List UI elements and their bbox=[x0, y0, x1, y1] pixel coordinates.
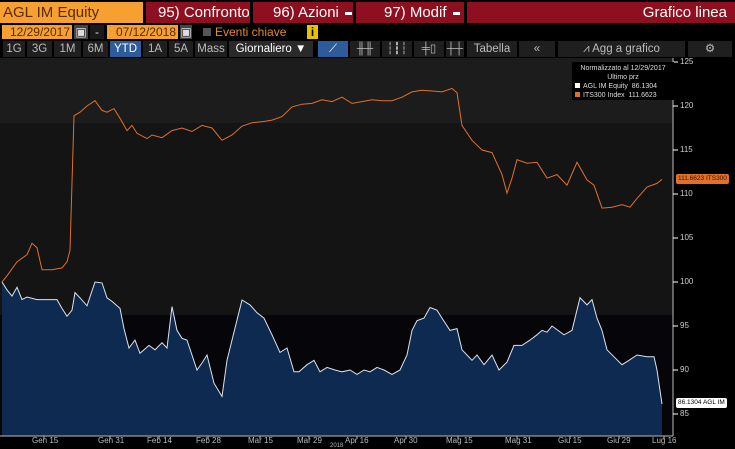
chart-type-title: Grafico linea bbox=[467, 2, 735, 23]
y-tick-label: 105 bbox=[680, 233, 694, 242]
band-top bbox=[0, 58, 673, 123]
agl-line bbox=[1, 281, 663, 405]
y-tick-label: 110 bbox=[680, 189, 693, 198]
y-tick-label: 95 bbox=[680, 321, 689, 330]
ohlc-icon[interactable]: ╪▯ bbox=[414, 41, 444, 57]
agl-area-fill bbox=[2, 282, 662, 436]
y-tick-label: 85 bbox=[680, 409, 689, 418]
line-chart-icon[interactable]: ⟋ bbox=[318, 41, 348, 57]
table-button[interactable]: Tabella bbox=[467, 41, 517, 57]
x-tick-label: Mag 15 bbox=[446, 436, 473, 445]
range-6m[interactable]: 6M bbox=[83, 41, 108, 57]
events-label: Eventi chiave bbox=[215, 25, 287, 39]
compare-button[interactable]: 95) Confronto bbox=[146, 2, 250, 23]
modify-menu[interactable]: 97) Modif bbox=[356, 2, 464, 23]
legend-subtitle: Ultimo prz bbox=[607, 74, 639, 81]
y-tick-label: 100 bbox=[680, 277, 694, 286]
hlc-icon[interactable]: ┼┼ bbox=[446, 41, 464, 57]
date-separator: - bbox=[90, 25, 104, 39]
add-to-chart-button[interactable]: ⩘ Agg a grafico bbox=[558, 41, 685, 57]
y-tick-label: 120 bbox=[680, 101, 694, 110]
legend-item-agl: AGL IM Equity 86.1304 bbox=[575, 82, 671, 91]
candlestick-icon[interactable]: ╫╫ bbox=[350, 41, 380, 57]
year-label: 2018 bbox=[330, 443, 344, 449]
start-date-input[interactable]: 12/29/2017 bbox=[2, 25, 72, 39]
x-tick-label: Mar 15 bbox=[248, 436, 273, 445]
x-tick-label: Giu 15 bbox=[558, 436, 582, 445]
events-checkbox[interactable] bbox=[203, 28, 211, 36]
chart-area[interactable] bbox=[0, 58, 735, 449]
frequency-select[interactable]: Giornaliero ▼ bbox=[229, 41, 313, 57]
x-tick-label: Feb 14 bbox=[147, 436, 172, 445]
chevron-down-icon bbox=[452, 11, 460, 15]
settings-icon[interactable]: ⚙ bbox=[688, 41, 732, 57]
range-1g[interactable]: 1G bbox=[3, 41, 25, 57]
chevron-down-icon bbox=[344, 11, 352, 15]
range-3g[interactable]: 3G bbox=[27, 41, 52, 57]
band-mid bbox=[0, 123, 673, 315]
range-1m[interactable]: 1M bbox=[54, 41, 81, 57]
modify-label: 97) Modif bbox=[384, 4, 447, 21]
orange-swatch-icon bbox=[575, 92, 580, 97]
y-tick-label: 90 bbox=[680, 365, 689, 374]
x-tick-label: Feb 28 bbox=[196, 436, 221, 445]
actions-menu[interactable]: 96) Azioni bbox=[253, 2, 353, 23]
its300-line bbox=[1, 87, 663, 283]
collapse-button[interactable]: « bbox=[519, 41, 555, 57]
y-tick-label: 125 bbox=[680, 57, 694, 66]
y-tick-label: 115 bbox=[680, 145, 693, 154]
its300-last-flag: 111.6623 ITS300 bbox=[676, 174, 729, 184]
x-tick-label: Gen 31 bbox=[98, 436, 125, 445]
bar-chart-icon[interactable]: ┆┇┆ bbox=[382, 41, 412, 57]
range-ytd[interactable]: YTD bbox=[110, 41, 141, 57]
end-date-input[interactable]: 07/12/2018 bbox=[107, 25, 178, 39]
x-tick-label: Mar 29 bbox=[297, 436, 322, 445]
white-swatch-icon bbox=[575, 83, 580, 88]
agl-last-flag: 86.1304 AGL IM bbox=[676, 398, 727, 408]
x-tick-label: Mag 31 bbox=[505, 436, 532, 445]
calendar-icon[interactable]: ▣ bbox=[74, 25, 88, 39]
info-icon[interactable]: i bbox=[307, 25, 318, 39]
x-tick-label: Apr 16 bbox=[345, 436, 369, 445]
legend-title: Normalizzato al 12/29/2017 bbox=[580, 65, 666, 72]
legend-item-its300: ITS300 Index 111.6623 bbox=[575, 91, 671, 100]
range-1a[interactable]: 1A bbox=[143, 41, 167, 57]
range-5a[interactable]: 5A bbox=[169, 41, 193, 57]
actions-label: 96) Azioni bbox=[273, 4, 339, 21]
ticker-field[interactable]: AGL IM Equity bbox=[0, 2, 143, 23]
calendar-icon[interactable]: ▣ bbox=[180, 25, 192, 39]
chart-add-icon: ⩘ bbox=[583, 43, 593, 55]
x-tick-label: Giu 29 bbox=[607, 436, 631, 445]
x-tick-label: Lug 16 bbox=[652, 436, 677, 445]
x-tick-label: Apr 30 bbox=[394, 436, 418, 445]
legend: Normalizzato al 12/29/2017 Ultimo prz AG… bbox=[572, 62, 674, 100]
range-max[interactable]: Mass bbox=[195, 41, 227, 57]
x-tick-label: Gen 15 bbox=[32, 436, 59, 445]
add-to-chart-label: Agg a grafico bbox=[592, 43, 660, 55]
